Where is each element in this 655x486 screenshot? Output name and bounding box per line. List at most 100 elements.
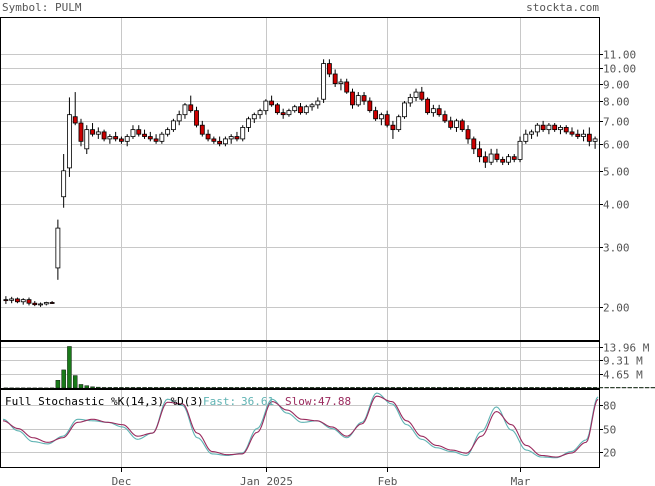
volume-bar [49, 387, 55, 389]
candle [32, 301, 38, 307]
candle [534, 123, 540, 137]
candle-body [95, 131, 101, 135]
price-tick-label: 2.00 [603, 302, 630, 315]
volume-bar [72, 375, 78, 389]
candle [430, 104, 436, 117]
candle [113, 131, 119, 142]
volume-bar [90, 386, 95, 389]
volume-bar [610, 387, 615, 389]
candle-body [61, 170, 67, 198]
candle-body [263, 100, 269, 112]
volume-bar [587, 387, 592, 389]
candle [384, 110, 390, 128]
candle [38, 302, 43, 307]
candle [205, 129, 211, 142]
candle [165, 127, 171, 137]
candle-body [9, 298, 15, 301]
volume-bar [78, 384, 84, 389]
volume-bar [500, 387, 505, 389]
volume-bar [327, 387, 332, 389]
candle-body [471, 138, 477, 150]
candle-body [332, 73, 338, 84]
candle-body [390, 124, 396, 131]
volume-bar [194, 387, 199, 389]
volume-bar [107, 387, 113, 389]
candle-body [506, 156, 511, 163]
candle [222, 136, 228, 147]
candle [569, 127, 575, 137]
candle-body [72, 116, 78, 124]
candle [269, 95, 275, 107]
candle-body [280, 112, 286, 116]
candle [448, 116, 454, 130]
volume-bar [615, 387, 621, 389]
candle [84, 125, 90, 155]
stochastic-panel-frame [0, 389, 600, 468]
volume-bar [361, 387, 367, 389]
candle-body [3, 299, 9, 302]
candle [119, 136, 124, 144]
candle-body [517, 140, 523, 160]
volume-bar [3, 387, 9, 389]
candle [552, 123, 558, 132]
volume-bar [546, 387, 552, 389]
volume-bar [471, 387, 477, 389]
candle [540, 120, 546, 132]
site-brand[interactable]: stockta.com [526, 1, 599, 14]
candle-body [367, 100, 373, 112]
candle [136, 125, 142, 137]
volume-bar [292, 387, 297, 389]
candle [26, 297, 32, 306]
candle-body [413, 91, 419, 98]
volume-bar [512, 387, 517, 389]
candle [454, 118, 459, 132]
volume-bar [205, 387, 211, 389]
candle [575, 129, 581, 139]
volume-grid [1, 347, 599, 375]
volume-bar [575, 387, 581, 389]
candle [373, 106, 379, 121]
candle [488, 148, 494, 166]
candle [90, 123, 95, 137]
candle [482, 151, 488, 168]
volume-bar [217, 387, 222, 389]
volume-tick-label: 9.31 M [603, 355, 643, 368]
candle [315, 97, 321, 109]
candle [217, 136, 223, 147]
candle [61, 154, 67, 208]
candle-body [534, 124, 540, 133]
candle [402, 101, 407, 119]
candle-body [222, 138, 228, 145]
candle-body [176, 114, 182, 122]
volume-tick-label: 13.96 M [603, 342, 650, 355]
candle-body [246, 118, 251, 128]
candle [338, 78, 344, 91]
volume-bar [367, 387, 373, 389]
candle-body [586, 133, 592, 142]
candle-body [165, 129, 171, 135]
candle-body [188, 104, 194, 112]
candle [506, 154, 511, 166]
candle [396, 114, 402, 132]
candle-body [234, 136, 240, 140]
volume-bar [419, 387, 425, 389]
slow-value: 47.88 [318, 395, 351, 408]
volume-bar [309, 387, 315, 389]
x-tick-label: Jan 2025 [240, 475, 293, 486]
candle [228, 134, 234, 144]
candle-body [32, 302, 38, 306]
candle [425, 97, 431, 115]
candle [199, 120, 205, 137]
candle-body [511, 156, 517, 160]
volume-bar [413, 387, 419, 389]
volume-bar [621, 387, 627, 389]
volume-bar [275, 387, 280, 389]
volume-bar [431, 387, 436, 389]
candle-body [101, 131, 107, 140]
volume-panel-frame [0, 341, 600, 389]
candle [234, 131, 240, 142]
candle-body [442, 114, 448, 122]
candlestick-series [3, 59, 598, 307]
candle-body [142, 133, 147, 137]
